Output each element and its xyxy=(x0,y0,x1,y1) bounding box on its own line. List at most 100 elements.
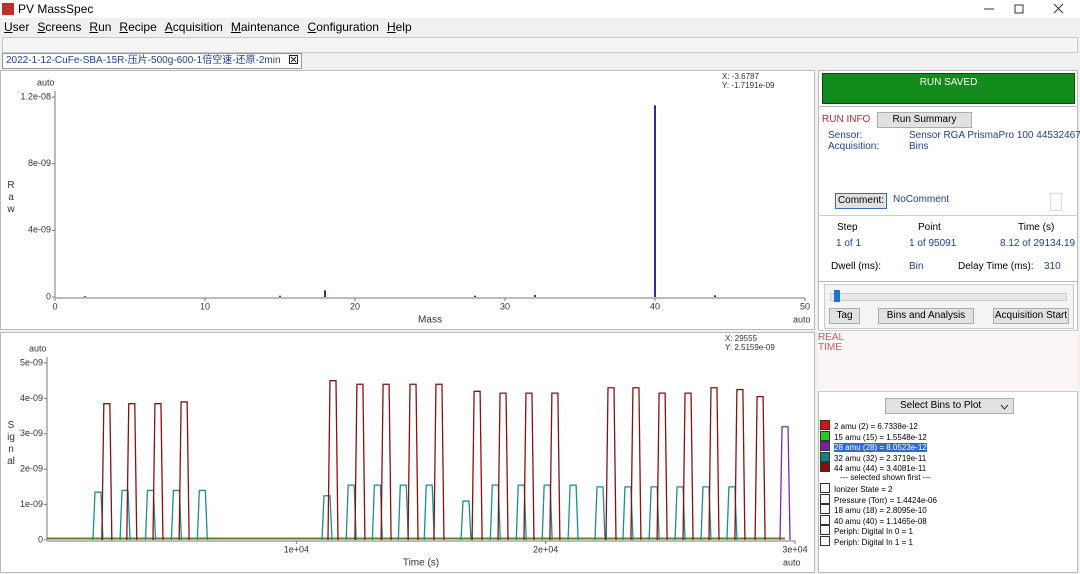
bin-label[interactable]: Periph: Digital In 1 = 1 xyxy=(834,537,913,547)
bin-item[interactable]: 28 amu (28) = 8.0523e-12 xyxy=(820,441,927,452)
bar xyxy=(534,295,536,297)
slider-thumb[interactable] xyxy=(834,290,840,302)
signal-pulse xyxy=(682,392,694,541)
bin-label[interactable]: 40 amu (40) = 1.1465e-08 xyxy=(834,516,927,526)
signal-pulse xyxy=(126,403,138,541)
bin-label[interactable]: Periph: Digital In 0 = 1 xyxy=(834,527,913,536)
menu-item[interactable]: Help xyxy=(386,20,412,34)
bin-label[interactable]: 32 amu (32) = 2.3719e-11 xyxy=(834,453,927,463)
bin-checkbox[interactable] xyxy=(820,483,830,493)
select-arrow[interactable] xyxy=(1000,404,1009,410)
menu-item[interactable]: Run xyxy=(89,20,112,34)
bar xyxy=(474,295,476,297)
signal-pulse xyxy=(327,380,339,541)
bins-analysis-button[interactable]: Bins and Analysis xyxy=(878,308,974,324)
comment-text[interactable]: NoComment xyxy=(893,194,950,205)
bin-item[interactable]: 40 amu (40) = 1.1465e-08 xyxy=(820,514,927,526)
restore[interactable] xyxy=(1014,4,1024,14)
bin-label[interactable]: 28 amu (28) = 8.0523e-12 xyxy=(834,443,927,452)
bin-item[interactable]: Periph: Digital In 0 = 1 xyxy=(820,525,913,536)
plots: 0 4e-09 8e-09 1.2e-08 0 10 20 30 40 50 auto auto Mas… xyxy=(20,72,811,569)
menu-item[interactable]: Acquisition xyxy=(164,20,223,34)
step-value: 1 of 1 xyxy=(836,238,862,249)
bin-item[interactable]: 15 amu (15) = 1.5548e-12 xyxy=(820,430,927,442)
progress-slider[interactable] xyxy=(830,293,1067,301)
bins-select[interactable]: Select Bins to Plot xyxy=(885,398,1014,414)
signal-pulse xyxy=(605,387,617,541)
x-tick-label: 20 xyxy=(350,301,360,311)
toolbar xyxy=(2,37,1078,53)
signal-pulse xyxy=(674,486,686,541)
x-tick-label: 50 xyxy=(800,301,810,311)
bar xyxy=(279,295,281,297)
bin-item[interactable]: 44 amu (44) = 3.4081e-11 xyxy=(820,462,927,473)
bin-checkbox[interactable] xyxy=(820,451,830,462)
select-text[interactable]: Select Bins to Plot xyxy=(900,400,982,411)
bin-label[interactable]: 2 amu (2) = 6.7338e-12 xyxy=(834,422,918,431)
bin-item[interactable]: 18 amu (18) = 2.8095e-10 xyxy=(820,504,927,515)
cursor-readout: Y: -1.7191e-09 xyxy=(722,81,775,90)
bin-checkbox[interactable] xyxy=(820,525,830,535)
menu-item[interactable]: User xyxy=(4,20,30,34)
y-tick-label: 5e-09 xyxy=(20,357,43,367)
tag-button[interactable]: Tag xyxy=(829,308,860,324)
run-summary-button[interactable]: Run Summary xyxy=(877,112,972,128)
menu-item[interactable]: Screens xyxy=(37,20,82,34)
bin-item[interactable]: 2 amu (2) = 6.7338e-12 xyxy=(820,420,918,431)
delay-value: 310 xyxy=(1044,261,1061,272)
bin-item[interactable]: Pressure (Torr) = 1.4424e-06 xyxy=(820,493,937,505)
bin-checkbox[interactable] xyxy=(820,535,830,546)
comment-button[interactable]: Comment: xyxy=(835,193,887,209)
menu-item[interactable]: Maintenance xyxy=(230,20,300,34)
bin-checkbox[interactable] xyxy=(820,493,830,504)
bin-item[interactable]: Periph: Digital In 1 = 1 xyxy=(820,535,913,547)
column-header: Step xyxy=(837,222,858,233)
signal-pulse xyxy=(423,484,435,541)
signal-pulse xyxy=(321,495,333,541)
signal-pulse xyxy=(541,484,553,541)
signal-pulse xyxy=(656,392,668,541)
document-tab[interactable]: 2022-1-12-CuFe-SBA-15R-压片-500g-600-1倍空速-… xyxy=(2,53,303,69)
bin-label[interactable]: 15 amu (15) = 1.5548e-12 xyxy=(834,432,927,442)
cursor-readout: X: -3.6787 xyxy=(722,72,759,81)
bin-checkbox[interactable] xyxy=(820,441,830,451)
bin-label[interactable]: Ionizer State = 2 xyxy=(834,485,893,494)
bar xyxy=(714,295,716,297)
y-axis-label: Signal xyxy=(7,420,15,467)
acquisition-start-button[interactable]: Acquisition Start xyxy=(993,308,1069,324)
bin-checkbox[interactable] xyxy=(820,504,830,514)
run-status: RUN SAVED xyxy=(822,73,1075,104)
delay-label: Delay Time (ms): xyxy=(958,261,1034,272)
bin-checkbox[interactable] xyxy=(820,420,830,430)
close[interactable] xyxy=(1053,3,1064,14)
bin-label[interactable]: Pressure (Torr) = 1.4424e-06 xyxy=(834,495,937,505)
signal-pulse xyxy=(523,392,535,541)
bin-item[interactable]: Ionizer State = 2 xyxy=(820,483,893,494)
tab-close[interactable] xyxy=(289,55,299,64)
bin-label[interactable]: 18 amu (18) = 2.8095e-10 xyxy=(834,506,927,515)
comment-scroll[interactable] xyxy=(1050,193,1062,211)
bin-checkbox[interactable] xyxy=(820,514,830,525)
signal-pulse xyxy=(170,489,183,541)
signal-pulse xyxy=(630,387,642,541)
bin-label[interactable]: 44 amu (44) = 3.4081e-11 xyxy=(834,464,927,473)
signal-pulse xyxy=(648,486,660,541)
bins-separator: --- selected shown first --- xyxy=(840,472,931,482)
x-axis-label: Time (s) xyxy=(403,558,439,569)
dwell-label: Dwell (ms): xyxy=(831,261,881,272)
realtime-label: REAL xyxy=(818,332,845,343)
dwell-value: Bin xyxy=(909,261,924,272)
tab-title[interactable]: 2022-1-12-CuFe-SBA-15R-压片-500g-600-1倍空速-… xyxy=(6,55,281,66)
bin-item[interactable]: 32 amu (32) = 2.3719e-11 xyxy=(820,451,927,463)
signal-pulse xyxy=(734,388,746,541)
menu-item[interactable]: Recipe xyxy=(119,20,157,34)
x-tick-label: 0 xyxy=(52,301,57,311)
x-tick-label: 1e+04 xyxy=(284,544,309,554)
y-tick-label: 3e-09 xyxy=(20,428,43,438)
menu-item[interactable]: Configuration xyxy=(307,20,379,34)
bin-checkbox[interactable] xyxy=(820,430,830,441)
window-controls[interactable] xyxy=(970,0,1080,18)
y-tick-label: 8e-09 xyxy=(28,158,51,168)
x-tick-label: 2e+04 xyxy=(533,544,558,554)
bin-checkbox[interactable] xyxy=(820,462,830,472)
